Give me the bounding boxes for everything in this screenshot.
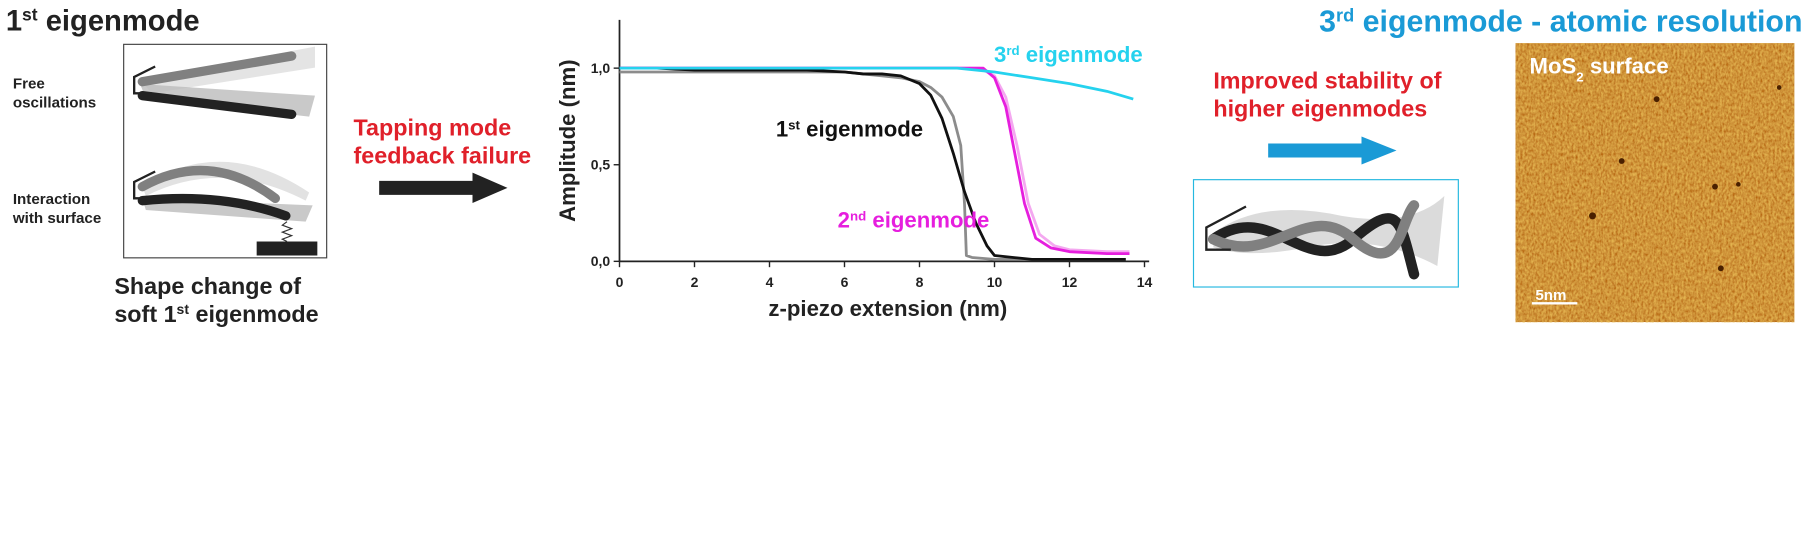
x-tick-label: 8: [916, 274, 924, 290]
caption: Shape change of: [114, 273, 301, 299]
y-tick-label: 0,0: [591, 253, 611, 269]
y-axis-title: Amplitude (nm): [555, 59, 580, 221]
right-title: 3rd eigenmode - atomic resolution: [1319, 6, 1802, 39]
arrow: [379, 172, 508, 204]
title: 1st eigenmode: [6, 4, 200, 37]
free-label: oscillations: [13, 94, 96, 111]
series-label: 1st eigenmode: [776, 117, 923, 142]
y-tick-label: 0,5: [591, 156, 611, 172]
x-tick-label: 10: [987, 274, 1003, 290]
series-line: [619, 70, 1126, 261]
x-axis-title: z-piezo extension (nm): [768, 296, 1007, 321]
x-tick-label: 6: [841, 274, 849, 290]
y-tick-label: 1,0: [591, 60, 611, 76]
interaction-label: Interaction: [13, 191, 90, 208]
cantilever-diagram: [123, 43, 328, 259]
afm-image: [1515, 43, 1795, 323]
x-tick-label: 14: [1137, 274, 1153, 290]
interaction-label: with surface: [12, 210, 101, 227]
stability-text: Improved stability of: [1213, 68, 1441, 94]
series-label: 3rd eigenmode: [994, 42, 1143, 67]
series-label: 2nd eigenmode: [838, 208, 990, 233]
higher-mode-diagram: [1192, 179, 1459, 288]
free-label: Free: [13, 76, 45, 93]
failure-text: feedback failure: [354, 142, 532, 168]
x-tick-label: 0: [616, 274, 624, 290]
caption: soft 1st eigenmode: [114, 301, 318, 327]
arrow: [1268, 136, 1397, 165]
stability-text: higher eigenmodes: [1213, 96, 1427, 122]
failure-text: Tapping mode: [354, 114, 512, 140]
image-label: MoS2 surface: [1530, 54, 1669, 84]
x-tick-label: 12: [1062, 274, 1078, 290]
plot-area: [619, 19, 1152, 262]
series-line: [619, 66, 1126, 261]
series-line: [619, 66, 1134, 101]
x-tick-label: 2: [691, 274, 699, 290]
x-tick-label: 4: [766, 274, 774, 290]
amplitude-chart: 0,0 0,5 1,0 0 2 4 6 8 10 12 14 z-piezo extension (n…: [555, 19, 1153, 321]
scale-bar-label: 5nm: [1535, 287, 1566, 304]
